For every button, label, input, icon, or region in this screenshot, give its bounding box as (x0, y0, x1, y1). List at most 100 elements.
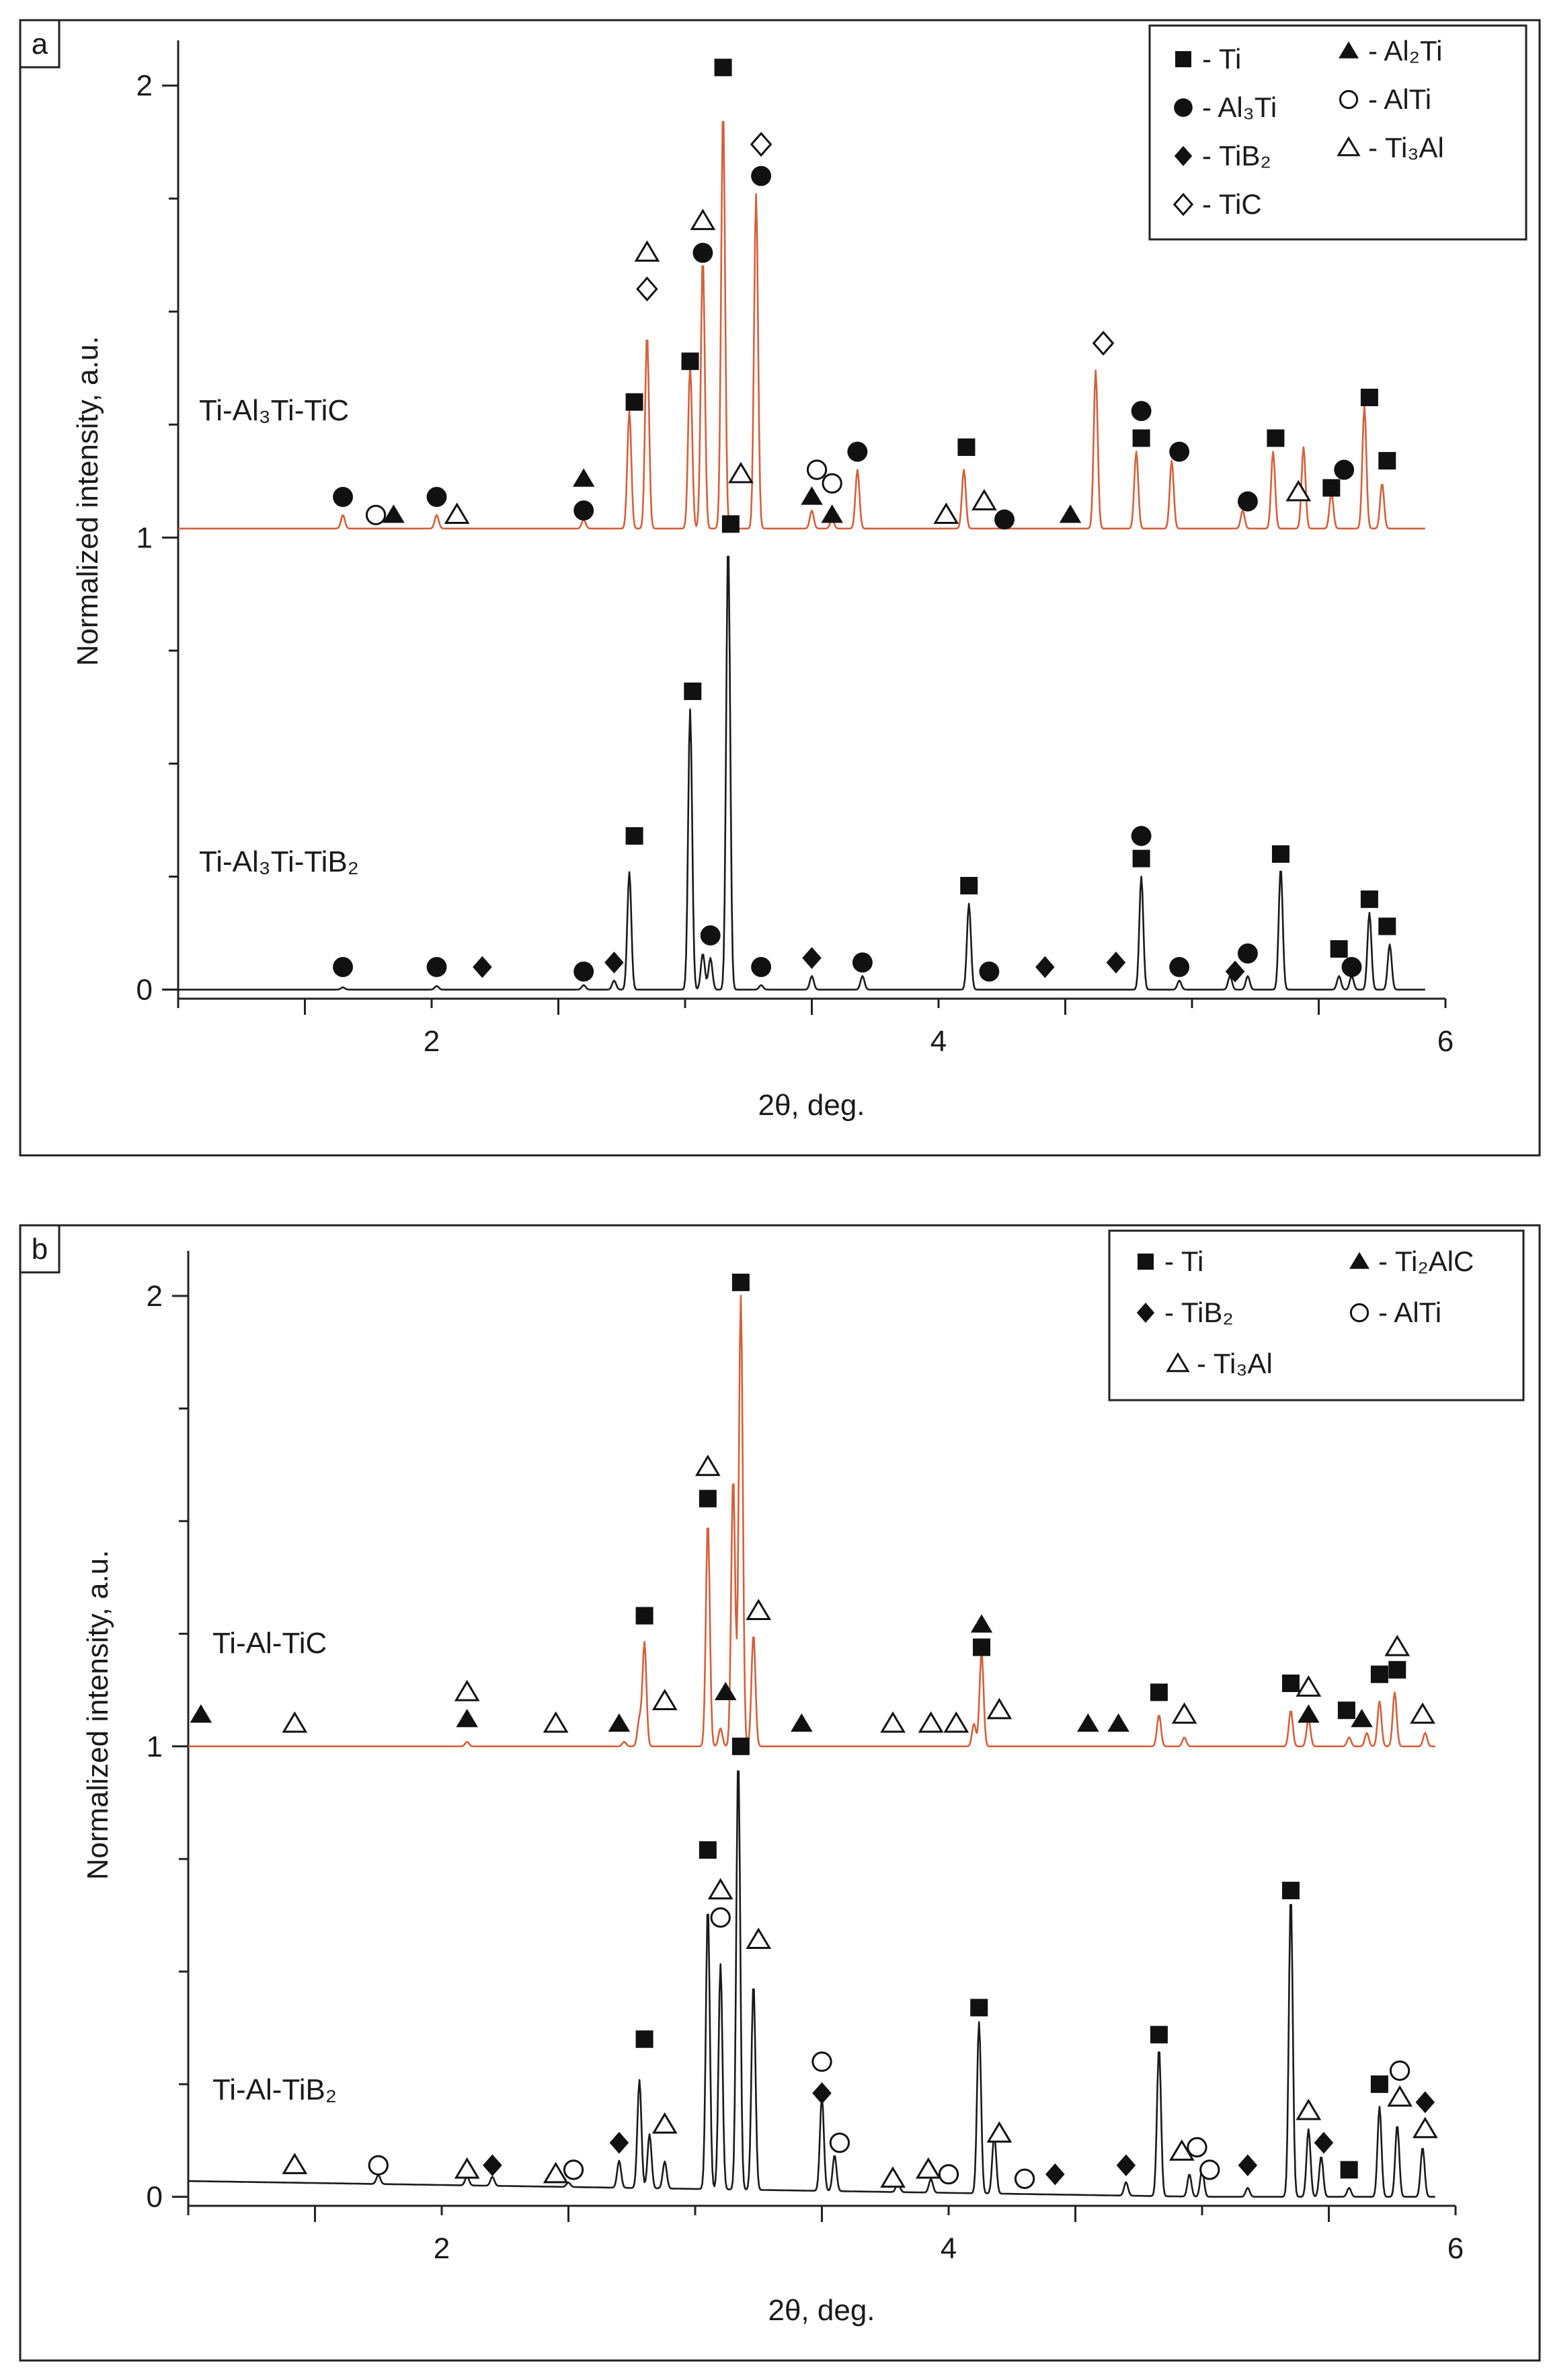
peak-marker-triangle-open (634, 240, 660, 262)
peak-marker-diamond (1045, 2163, 1065, 2186)
legend-marker-triangle-open (1337, 136, 1361, 157)
peak-marker-square (973, 1638, 991, 1656)
peak-marker-circle (1237, 943, 1258, 964)
x-tick-label: 2 (424, 1025, 440, 1058)
legend-marker-circle-open (1339, 89, 1359, 110)
peak-marker-circle-open (710, 1907, 731, 1928)
peak-marker-square (970, 1999, 988, 2017)
x-tick-label: 4 (941, 2232, 957, 2265)
peak-marker-triangle (1077, 1713, 1099, 1732)
peak-marker-circle-open (806, 459, 828, 480)
peak-marker-diamond (473, 956, 492, 978)
x-tick-label: 6 (1447, 2232, 1464, 2265)
peak-marker-circle-open (368, 2155, 389, 2176)
peak-marker-square (1388, 1660, 1406, 1679)
panel-b-x-axis-label: 2θ, deg. (768, 2294, 875, 2327)
peak-marker-square (1360, 890, 1378, 909)
panel-a-legend: - Ti - Al₃Ti - TiB₂ - TiC - Al₂Ti - AlTi… (1148, 24, 1527, 241)
peak-marker-triangle-open (1171, 1702, 1197, 1724)
peak-marker-triangle-open (880, 2166, 906, 2188)
legend-marker-diamond (1174, 146, 1193, 166)
peak-marker-circle (333, 486, 353, 507)
legend-a-text-3: - TiB₂ (1202, 140, 1271, 171)
peak-marker-square (699, 1490, 717, 1508)
peak-marker-square (1132, 849, 1150, 868)
peak-marker-square (635, 2030, 653, 2048)
legend-b-text-1: - Ti (1164, 1245, 1203, 1277)
peak-marker-triangle-open (282, 2153, 308, 2174)
legend-marker-square (1138, 1254, 1154, 1270)
legend-a-text-2: - Al₃Ti (1202, 91, 1277, 123)
panel-b-series-label-1: Ti-Al-TiC (212, 1627, 327, 1660)
peak-marker-triangle-open (918, 1711, 944, 1733)
legend-marker-triangle (1339, 41, 1359, 59)
peak-marker-triangle-open (1410, 1702, 1435, 1724)
panel-b-series-label-2: Ti-Al-TiB₂ (212, 2073, 337, 2106)
panel-a-x-ticks: 2 4 6 (177, 999, 1454, 1058)
peak-marker-diamond-open (750, 132, 772, 157)
panel-b-y-ticks: 0 1 2 (147, 1280, 188, 2214)
legend-a-text-4: - TiC (1202, 188, 1262, 220)
peak-marker-circle-open (1014, 2168, 1035, 2189)
peak-marker-triangle (714, 1681, 737, 1701)
peak-marker-square (1378, 917, 1396, 935)
peak-marker-triangle (608, 1713, 631, 1732)
peak-marker-triangle-open (986, 1697, 1012, 1720)
peak-marker-diamond-open (636, 276, 658, 302)
peak-marker-triangle (572, 468, 595, 487)
peak-marker-diamond (609, 2131, 629, 2154)
peak-marker-diamond-open (1092, 330, 1115, 356)
peak-marker-triangle (1107, 1713, 1129, 1732)
series-line-1 (188, 1295, 1435, 1748)
peak-marker-circle (573, 500, 594, 521)
panel-a-frame (19, 19, 1541, 1157)
panel-b-series (188, 1273, 1438, 2198)
y-tick-label: 0 (147, 2181, 163, 2214)
peak-marker-circle (1131, 826, 1152, 846)
legend-b-text-3: - Ti₃Al (1197, 1348, 1273, 1379)
panel-b-label: b (32, 1233, 48, 1266)
peak-marker-triangle-open (454, 2157, 480, 2179)
peak-marker-square (1132, 429, 1150, 447)
peak-marker-triangle-open (880, 1711, 906, 1733)
panel-a-x-axis-label: 2θ, deg. (758, 1089, 865, 1122)
peak-marker-square (681, 352, 699, 371)
legend-marker-triangle-open (1166, 1352, 1190, 1373)
peak-marker-square (1378, 452, 1396, 470)
peak-marker-circle-open (822, 473, 842, 494)
peak-marker-square (1337, 1701, 1355, 1720)
peak-marker-square (699, 1841, 717, 1859)
peak-marker-square (1322, 479, 1341, 497)
peak-marker-triangle-open (707, 1878, 733, 1900)
peak-marker-triangle-open (933, 502, 959, 524)
legend-b-text-2: - TiB₂ (1164, 1297, 1234, 1328)
peak-marker-diamond (1415, 2091, 1435, 2114)
x-tick-label: 6 (1437, 1025, 1454, 1058)
peak-marker-triangle-open (1387, 2085, 1413, 2107)
peak-marker-circle (994, 509, 1015, 530)
panel-a-legend-box (1148, 24, 1527, 241)
panel-b: b 2 4 6 0 1 2 2θ, deg. Normalized intensity,… (19, 1224, 1541, 2362)
x-tick-label: 4 (930, 1025, 947, 1058)
peak-marker-triangle (1059, 504, 1082, 523)
peak-marker-circle (573, 961, 594, 982)
legend-marker-triangle (1349, 1252, 1369, 1269)
peak-marker-triangle (821, 504, 843, 523)
peak-marker-triangle-open (651, 2112, 678, 2134)
peak-marker-triangle-open (651, 1689, 678, 1711)
peak-marker-triangle-open (1296, 1675, 1322, 1697)
panel-a-series-label-1: Ti-Al₃Ti-TiC (199, 394, 349, 427)
peak-marker-circle-open (1199, 2159, 1220, 2180)
peak-marker-triangle-open (444, 502, 470, 524)
peak-marker-diamond (1035, 956, 1055, 978)
panel-a-series (178, 59, 1425, 991)
panel-a-series-label-2: Ti-Al₃Ti-TiB₂ (199, 845, 359, 878)
peak-marker-square (731, 1737, 750, 1755)
panel-b-legend-items: - Ti - TiB₂ - Ti₃Al - Ti₂AlC - AlTi (1136, 1245, 1474, 1379)
peak-marker-triangle-open (1168, 2139, 1195, 2161)
peak-marker-square (721, 515, 740, 533)
peak-marker-triangle-open (543, 1711, 569, 1733)
legend-a-text-1: - Ti (1202, 43, 1241, 75)
peak-marker-square (1330, 940, 1348, 958)
